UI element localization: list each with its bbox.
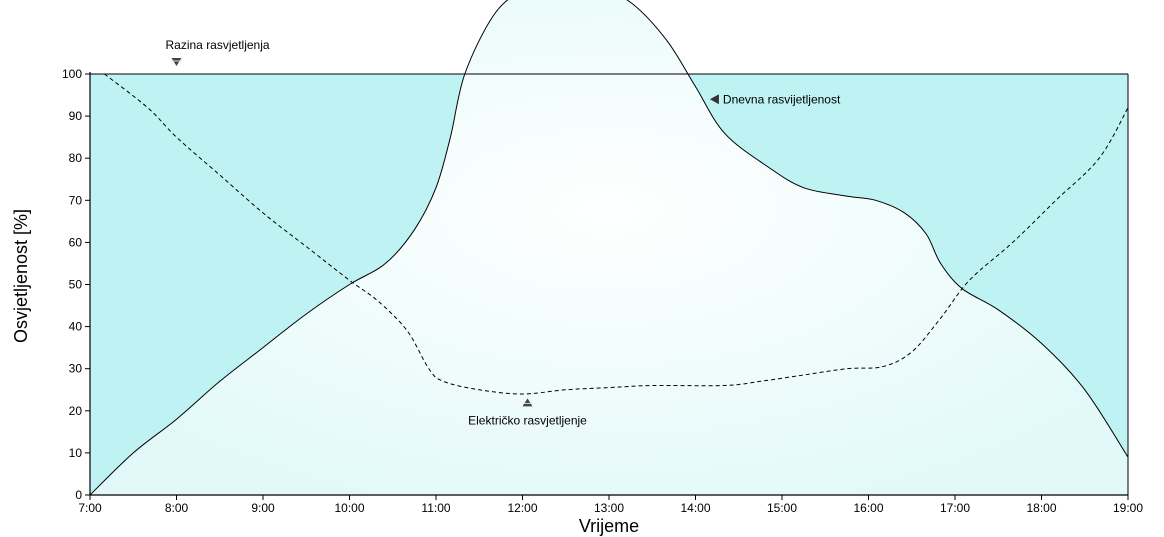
y-tick-label: 20 [69, 404, 83, 418]
x-tick-label: 18:00 [1026, 501, 1056, 515]
annotation-label: Dnevna rasvijetljenost [723, 92, 841, 106]
y-tick-label: 40 [69, 320, 83, 334]
x-tick-label: 11:00 [421, 501, 450, 515]
x-tick-label: 8:00 [165, 501, 189, 515]
y-axis-title: Osvjetljenost [%] [11, 209, 31, 343]
y-tick-label: 50 [69, 278, 83, 292]
x-tick-label: 16:00 [853, 501, 883, 515]
daylight-area-fill [90, 0, 1128, 495]
x-axis-title: Vrijeme [579, 516, 639, 536]
x-tick-label: 10:00 [334, 501, 364, 515]
annotation-electric-lighting: Električko rasvjetljenje [468, 398, 587, 427]
annotation-lighting-level: Razina rasvjetljenja [166, 38, 270, 66]
annotation-label: Razina rasvjetljenja [166, 38, 270, 52]
x-tick-label: 15:00 [767, 501, 797, 515]
x-tick-label: 9:00 [251, 501, 275, 515]
x-tick-label: 19:00 [1113, 501, 1143, 515]
x-tick-label: 17:00 [940, 501, 970, 515]
y-tick-label: 80 [69, 151, 83, 165]
series-electric-line [104, 73, 1129, 395]
y-tick-label: 30 [69, 362, 83, 376]
y-tick-label: 60 [69, 235, 83, 249]
series-daylight-line [89, 0, 1129, 496]
lamp-down-triangle-icon [171, 58, 182, 66]
y-tick-label: 100 [62, 67, 82, 81]
x-tick-label: 13:00 [594, 501, 624, 515]
annotation-label: Električko rasvjetljenje [468, 413, 587, 427]
y-tick-label: 10 [69, 446, 83, 460]
annotation-daylight: Dnevna rasvijetljenost [709, 92, 841, 106]
y-tick-label: 70 [69, 193, 83, 207]
y-tick-label: 0 [75, 488, 82, 502]
y-tick-label: 90 [69, 109, 83, 123]
x-tick-label: 7:00 [78, 501, 102, 515]
left-triangle-icon [709, 94, 719, 105]
x-tick-label: 12:00 [507, 501, 537, 515]
lamp-up-triangle-icon [522, 398, 533, 407]
x-tick-label: 14:00 [680, 501, 710, 515]
